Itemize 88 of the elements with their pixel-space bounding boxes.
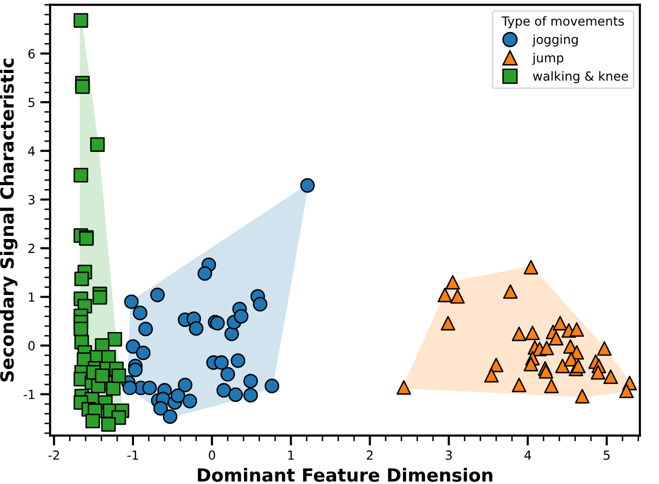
y-tick-label: 4 [28, 146, 35, 156]
point [603, 369, 618, 384]
legend-label: walking & knee [533, 71, 628, 84]
point [162, 409, 178, 424]
point [198, 266, 212, 281]
point [524, 356, 538, 372]
point [450, 289, 465, 304]
point [488, 358, 504, 372]
point [243, 374, 258, 388]
point [484, 368, 499, 383]
point [539, 340, 554, 356]
point [525, 326, 540, 340]
y-tick-label: 3 [28, 195, 34, 204]
legend-label: jogging [532, 34, 578, 47]
y-tick-label: 6 [28, 48, 35, 58]
point [224, 326, 239, 342]
point [300, 178, 315, 193]
x-tick-label: 1 [288, 450, 294, 460]
point [512, 378, 526, 392]
y-axis-title: Secondary Signal Characteristic [0, 58, 18, 382]
point [440, 316, 456, 330]
point [571, 358, 586, 374]
point [136, 346, 151, 360]
point [228, 387, 243, 402]
point [74, 13, 88, 28]
point [503, 284, 518, 299]
point [132, 306, 148, 320]
point [178, 378, 192, 392]
point [574, 388, 590, 404]
point [619, 384, 634, 398]
point [438, 288, 452, 302]
point [92, 290, 108, 305]
point [74, 272, 89, 286]
point [108, 332, 122, 347]
point [220, 366, 236, 382]
point [150, 288, 165, 302]
point [85, 414, 100, 428]
point [182, 394, 198, 408]
x-tick-label: -2 [48, 450, 60, 460]
point [75, 79, 90, 94]
point [548, 330, 564, 346]
point [234, 309, 248, 324]
x-tick-label: 2 [366, 450, 373, 460]
point [216, 383, 232, 398]
point [552, 316, 568, 330]
point [90, 137, 105, 152]
point [122, 380, 138, 396]
x-tick-label: 5 [604, 450, 610, 460]
y-tick-label: 5 [28, 98, 34, 108]
point [111, 368, 126, 384]
point [544, 378, 559, 394]
x-axis-title: Dominant Feature Dimension [198, 468, 492, 482]
y-tick-label: -1 [24, 390, 34, 399]
point [126, 339, 140, 354]
legend-title: Type of movements [502, 16, 624, 28]
point [128, 362, 143, 378]
point [264, 378, 280, 394]
point [252, 296, 268, 312]
point [524, 260, 538, 274]
point [597, 341, 612, 356]
point [142, 380, 157, 396]
y-tick-label: 2 [28, 244, 34, 253]
point [74, 322, 88, 336]
point [138, 322, 153, 336]
point [188, 321, 204, 336]
point [569, 322, 584, 337]
point [101, 417, 116, 432]
x-tick-label: -1 [127, 450, 138, 460]
point [153, 401, 168, 416]
y-tick-label: 0 [28, 341, 35, 350]
point [555, 358, 570, 374]
point [214, 355, 229, 370]
point [243, 388, 258, 402]
legend-label: jump [532, 52, 564, 65]
point [538, 364, 554, 379]
point [94, 368, 110, 384]
point [124, 294, 139, 310]
point [590, 365, 606, 380]
point [396, 380, 412, 395]
x-tick-label: 0 [208, 450, 216, 460]
point [512, 326, 526, 342]
point [230, 353, 246, 368]
point [170, 388, 186, 403]
point [74, 168, 88, 182]
x-tick-label: 4 [524, 450, 532, 460]
point [445, 274, 460, 290]
y-tick-label: 1 [28, 292, 34, 302]
x-tick-label: 3 [446, 450, 452, 460]
